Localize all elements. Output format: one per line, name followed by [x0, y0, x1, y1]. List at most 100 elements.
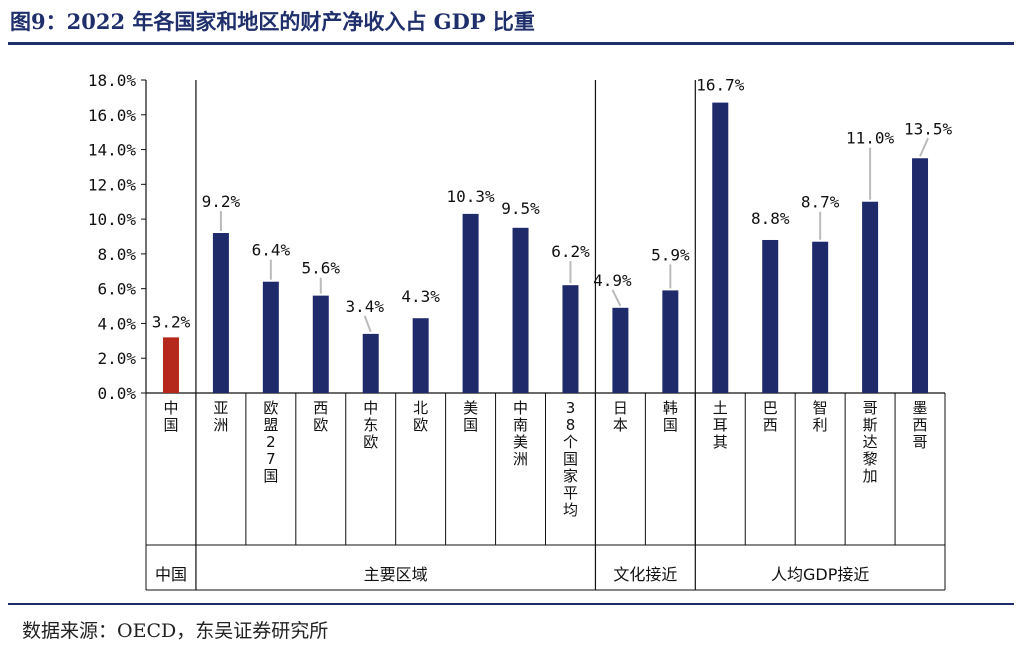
data-label-leader: [363, 315, 372, 333]
bar: [712, 102, 729, 393]
data-label: 9.2%: [202, 192, 241, 211]
y-tick-label: 8.0%: [97, 245, 136, 264]
category-label-char: 中: [163, 399, 178, 417]
data-label: 16.7%: [696, 76, 745, 95]
y-tick-label: 2.0%: [97, 349, 136, 368]
category-label-char: 国: [163, 416, 178, 434]
data-label: 4.9%: [593, 271, 632, 290]
category-label-char: 东: [363, 416, 378, 434]
bar-chart: 0.0% 2.0% 4.0% 6.0% 8.0% 10.0% 12.0% 14.0% 16.0%…: [88, 71, 953, 591]
data-label: 8.8%: [751, 209, 790, 228]
category-label-char: 国: [463, 416, 478, 434]
bar: [612, 307, 629, 393]
category-label-char: 美: [513, 433, 528, 451]
category-label-char: 加: [863, 467, 878, 485]
category-label-char: 斯: [863, 416, 878, 434]
source-divider: [8, 603, 1014, 605]
category-label-char: 南: [513, 416, 528, 434]
bar: [812, 241, 829, 393]
bar: [662, 290, 679, 393]
category-label-char: 哥: [863, 399, 878, 417]
category-label-char: 西: [763, 416, 778, 434]
category-label-char: 智: [813, 399, 828, 417]
title-divider: [8, 42, 1014, 45]
y-tick-label: 16.0%: [88, 106, 137, 125]
category-label-char: 洲: [513, 450, 528, 468]
data-label: 8.7%: [801, 193, 840, 212]
data-label: 4.3%: [401, 287, 440, 306]
bar: [912, 158, 929, 393]
data-label: 5.6%: [302, 259, 341, 278]
bar: [362, 333, 379, 393]
group-label: 主要区域: [364, 565, 428, 584]
category-label-char: 盟: [263, 416, 278, 434]
source-note: 数据来源：OECD，东吴证券研究所: [22, 620, 329, 642]
category-label-char: 本: [613, 416, 628, 434]
data-label-leader: [919, 137, 929, 157]
category-label-char: 家: [563, 467, 578, 485]
data-label: 6.2%: [551, 242, 590, 261]
y-tick-label: 12.0%: [88, 175, 137, 194]
category-label-char: 北: [413, 399, 428, 417]
category-label-char: 欧: [363, 433, 378, 451]
category-label-char: 欧: [313, 416, 328, 434]
bar: [562, 285, 579, 393]
bar: [462, 213, 479, 393]
bar: [212, 233, 229, 393]
category-label-char: 利: [813, 416, 828, 434]
data-label: 11.0%: [846, 129, 895, 148]
category-label-char: 西: [313, 399, 328, 417]
category-label-char: 达: [863, 433, 878, 451]
bar: [412, 318, 429, 393]
bar: [762, 239, 779, 393]
category-label-char: 2: [266, 433, 276, 451]
category-label-char: 亚: [213, 399, 228, 417]
bar: [512, 227, 529, 393]
category-label-char: 墨: [913, 399, 928, 417]
category-label-char: 中: [513, 399, 528, 417]
category-label-char: 8: [566, 416, 576, 434]
category-label-char: 洲: [213, 416, 228, 434]
y-tick-label: 10.0%: [88, 210, 137, 229]
data-label: 6.4%: [252, 241, 291, 260]
category-label-char: 国: [263, 467, 278, 485]
group-label: 中国: [155, 565, 187, 584]
category-label-char: 个: [563, 433, 578, 451]
y-tick-label: 6.0%: [97, 280, 136, 299]
category-label-char: 国: [563, 450, 578, 468]
data-label-leader: [611, 289, 622, 307]
category-label-char: 韩: [663, 399, 678, 417]
category-label-char: 均: [563, 501, 578, 519]
category-label-char: 中: [363, 399, 378, 417]
bar: [312, 295, 329, 393]
category-label-char: 平: [563, 484, 578, 502]
bar: [262, 281, 279, 393]
category-label-char: 巴: [763, 399, 778, 417]
category-label-char: 7: [266, 450, 276, 468]
y-tick-label: 0.0%: [97, 384, 136, 403]
category-label-char: 日: [613, 399, 628, 417]
category-label-char: 西: [913, 416, 928, 434]
bar: [862, 201, 879, 393]
category-label-char: 哥: [913, 433, 928, 451]
y-tick-label: 18.0%: [88, 71, 137, 90]
bar: [162, 337, 179, 393]
category-label-char: 欧: [413, 416, 428, 434]
y-tick-label: 4.0%: [97, 314, 136, 333]
data-label: 13.5%: [904, 119, 953, 138]
category-label-char: 美: [463, 399, 478, 417]
data-label: 5.9%: [651, 245, 690, 264]
figure-title: 图9：2022 年各国家和地区的财产净收入占 GDP 比重: [10, 9, 535, 34]
category-label-char: 黎: [863, 450, 878, 468]
category-label-char: 国: [663, 416, 678, 434]
category-label-char: 欧: [263, 399, 278, 417]
data-label: 10.3%: [447, 187, 496, 206]
data-label: 9.5%: [501, 199, 540, 218]
data-label: 3.4%: [345, 297, 384, 316]
data-label: 3.2%: [152, 312, 191, 331]
category-label-char: 其: [713, 433, 728, 451]
category-label-char: 耳: [713, 416, 728, 434]
y-tick-label: 14.0%: [88, 141, 137, 160]
category-label-char: 土: [713, 399, 728, 417]
group-label: 文化接近: [613, 565, 677, 584]
